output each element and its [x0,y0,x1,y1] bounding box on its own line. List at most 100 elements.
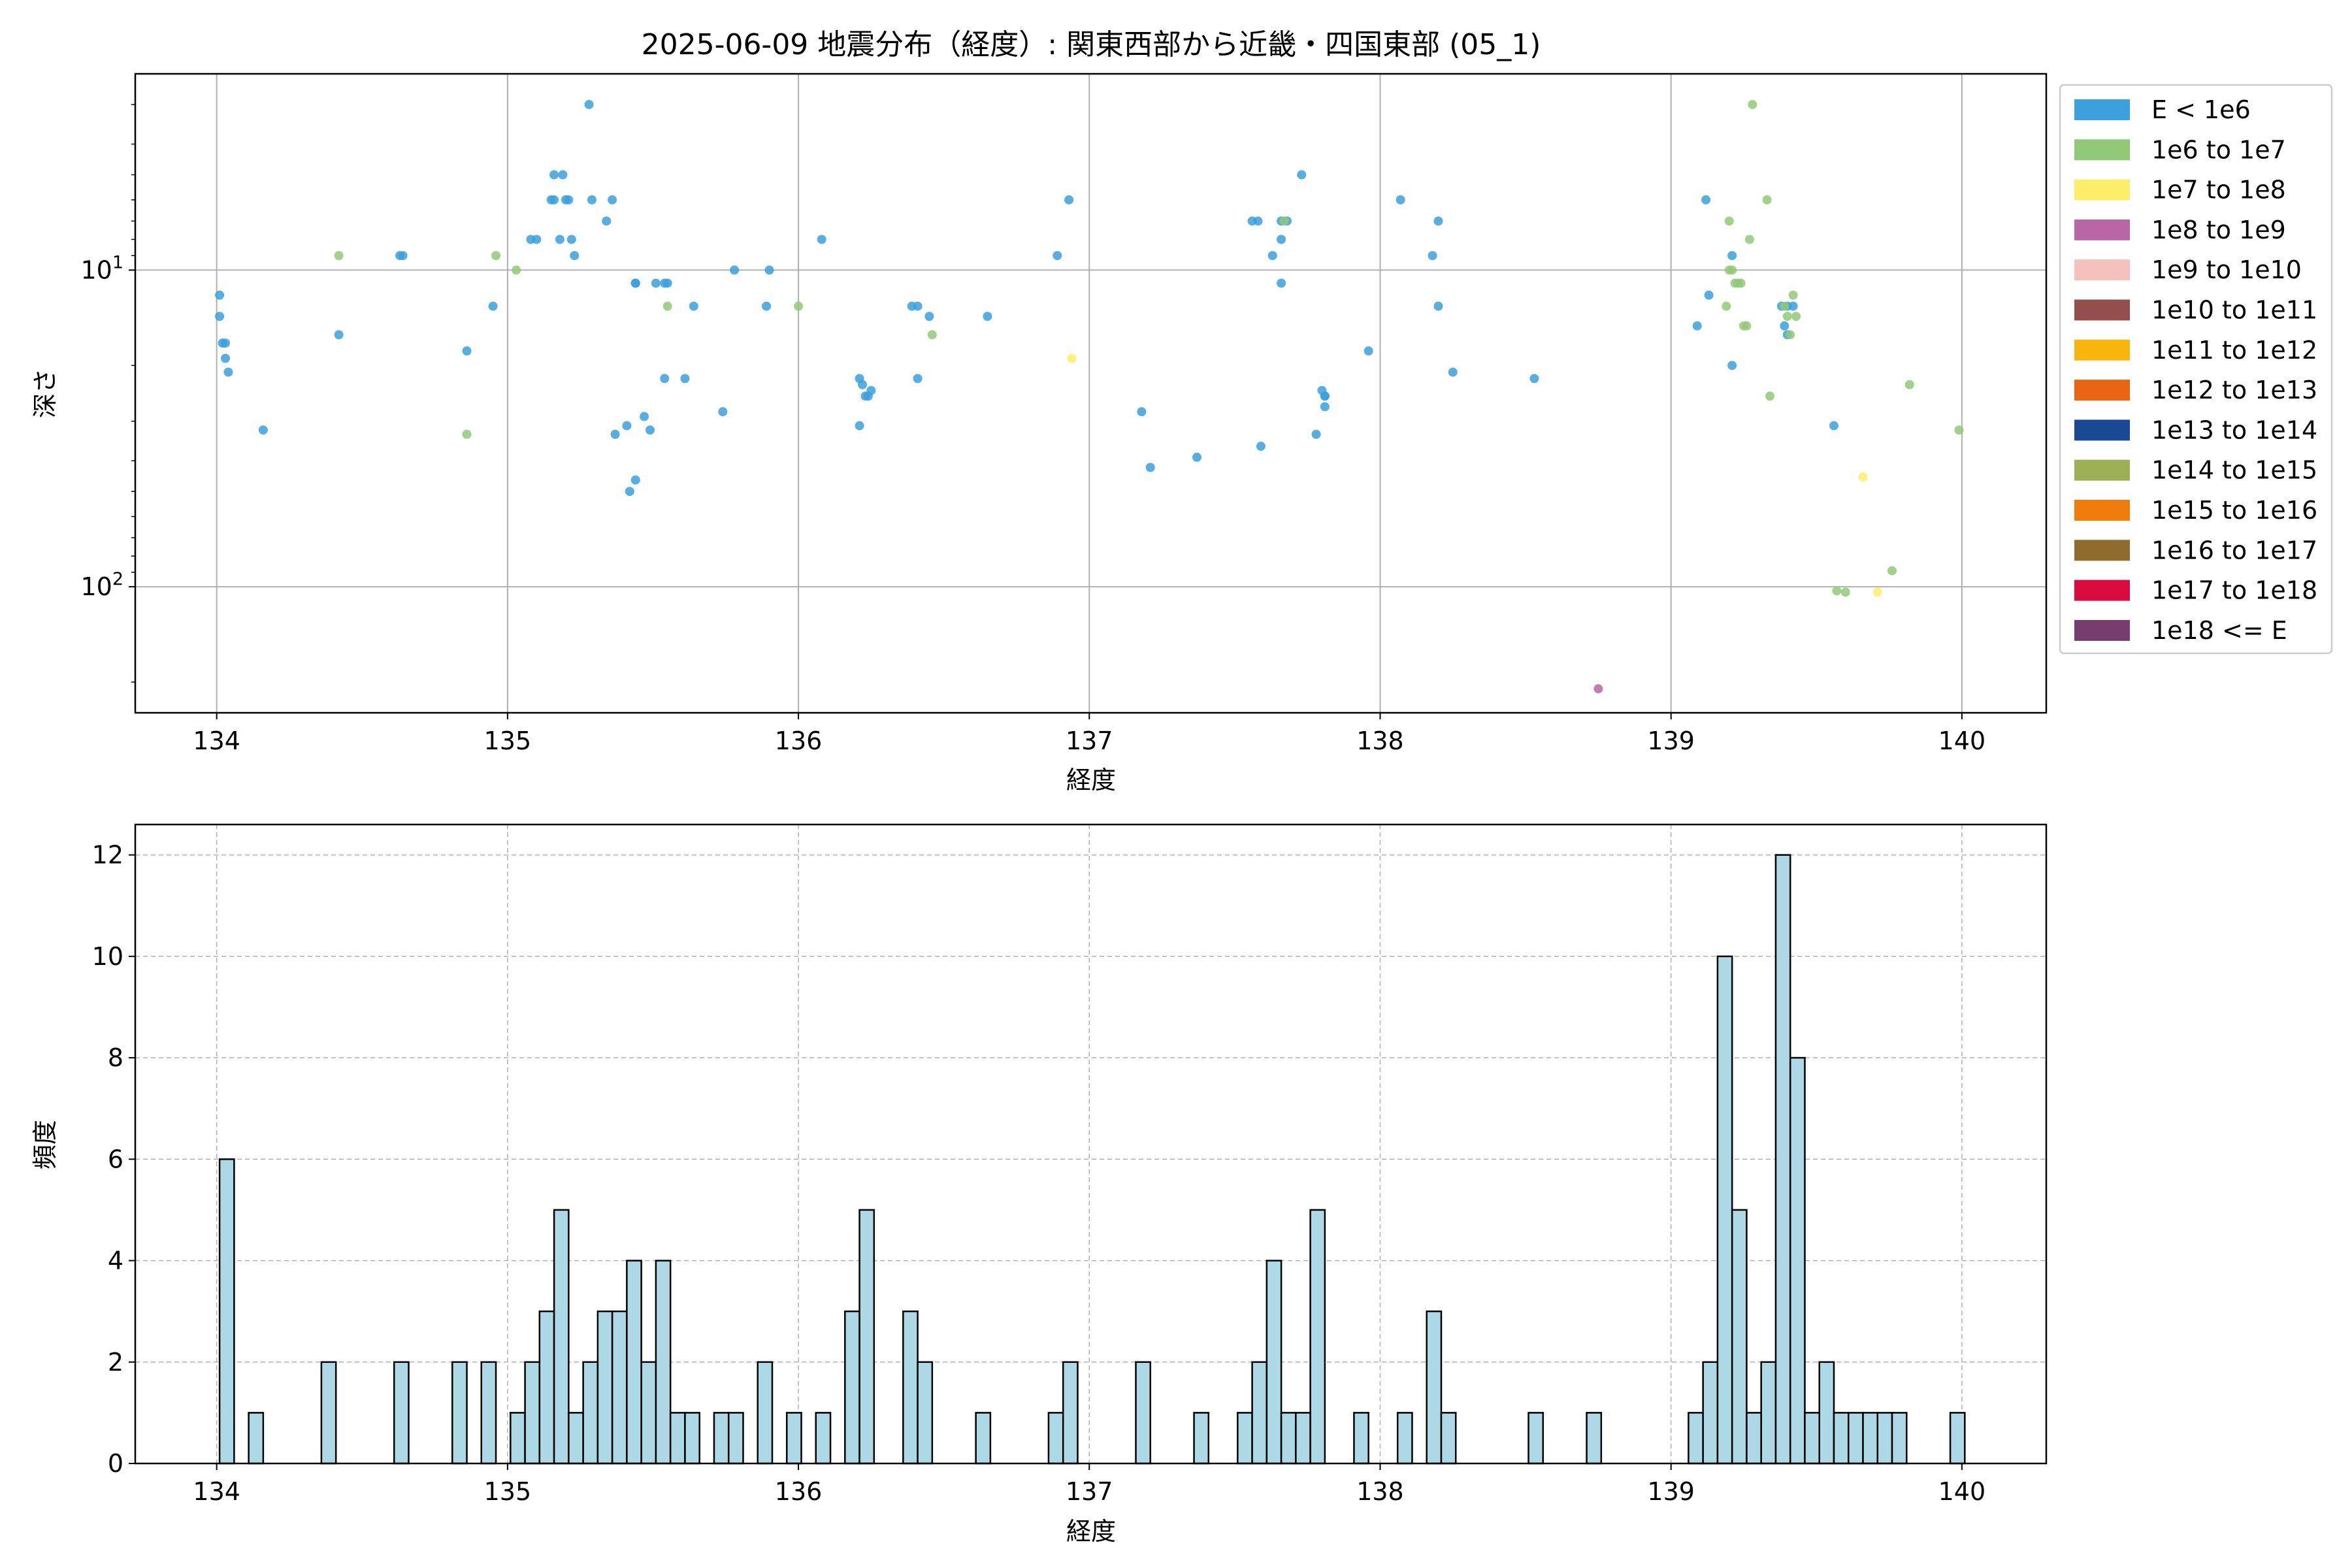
scatter-point [1782,312,1792,321]
scatter-point [630,278,640,288]
scatter-point [927,330,937,340]
histogram-bar [1688,1412,1704,1465]
legend-label: 1e14 to 1e15 [2151,456,2317,485]
histogram-bar [553,1209,570,1465]
scatter-point [1428,251,1437,261]
histogram-bar [1266,1260,1282,1465]
scatter-point [610,429,620,439]
histogram-bar [815,1412,832,1465]
scatter-x-tick-label: 140 [1938,727,1986,755]
histogram-bar [626,1260,642,1465]
histogram-bar [524,1361,541,1465]
histogram-x-axis-ticks: 134 135 136 137 138 139 140 [193,1463,1985,1506]
histogram-bar [858,1209,875,1465]
histogram-y-tick-label: 6 [108,1145,123,1173]
scatter-point [1829,421,1838,431]
histogram-bar [1135,1361,1152,1465]
histogram-bar [1353,1412,1369,1465]
scatter-point [660,374,670,384]
histogram-bar [1876,1412,1893,1465]
histogram-bar [218,1158,235,1465]
scatter-point [730,265,740,275]
scatter-point [512,265,521,275]
scatter-point [1954,425,1964,435]
histogram-bar [611,1310,628,1465]
histogram-bar [1716,955,1733,1465]
scatter-point [584,99,594,109]
legend-swatch [2074,139,2130,161]
scatter-point [608,195,617,204]
scatter-point [858,380,868,389]
scatter-point [1727,251,1737,261]
scatter-point [625,487,634,497]
histogram-x-tick-label: 137 [1066,1477,1113,1506]
histogram-bar [1193,1412,1210,1465]
histogram-bar [582,1361,599,1465]
legend-swatch [2074,540,2130,561]
histogram-bar [655,1260,672,1465]
scatter-point [221,353,231,363]
scatter-point [549,170,559,180]
legend-label: 1e10 to 1e11 [2151,296,2317,325]
histogram-y-tick-label: 8 [108,1043,123,1072]
histogram-bar [393,1361,410,1465]
scatter-point [866,385,876,395]
histogram-x-tick-label: 140 [1938,1477,1986,1506]
scatter-point [1736,278,1746,288]
histogram-x-tick-label: 139 [1647,1477,1695,1506]
scatter-point [630,475,640,485]
legend-swatch [2074,339,2130,361]
histogram-bar [1818,1361,1835,1465]
scatter-point [570,251,580,261]
scatter-point [334,251,344,261]
histogram-bar [1848,1412,1864,1465]
histogram-x-tick-label: 135 [484,1477,532,1506]
scatter-point [1692,321,1702,331]
scatter-point [566,235,576,244]
scatter-point [1701,195,1711,204]
histogram-bar [640,1361,657,1465]
scatter-x-tick-label: 134 [193,727,240,755]
histogram-x-tick-label: 138 [1356,1477,1404,1506]
scatter-point [1277,235,1286,244]
scatter-point [488,301,498,311]
histogram-y-tick-label: 4 [108,1247,123,1275]
scatter-point [1762,195,1772,204]
scatter-x-tick-label: 139 [1647,727,1695,755]
scatter-y-tick-exponent: 1 [112,252,123,272]
histogram-bar [538,1310,555,1465]
scatter-point [1904,380,1914,389]
scatter-point [1529,374,1539,384]
chart-title: 2025-06-09 地震分布（経度）: 関東西部から近畿・四国東部 (05_1… [642,28,1541,61]
histogram-bar [684,1412,700,1465]
legend-label: 1e13 to 1e14 [2151,416,2317,444]
scatter-point [1780,321,1789,331]
scatter-y-tick-base: 10 [80,255,112,284]
histogram-bar [248,1412,265,1465]
legend-label: 1e15 to 1e16 [2151,496,2317,525]
scatter-point [1832,586,1842,596]
histogram-bar [1251,1361,1268,1465]
scatter-point [462,429,472,439]
scatter-point [794,301,804,311]
scatter-point [1765,391,1775,401]
scatter-x-axis-label: 経度 [1066,766,1116,794]
legend-swatch [2074,99,2130,120]
scatter-y-tick-exponent: 2 [112,569,123,589]
histogram-bar [1949,1412,1966,1465]
depth-scatter-chart: 2025-06-09 地震分布（経度）: 関東西部から近畿・四国東部 (05_1… [31,28,2333,794]
histogram-bar [1586,1412,1603,1465]
histogram-y-tick-label: 10 [92,942,123,971]
scatter-point [1724,216,1734,226]
histogram-x-axis-label: 経度 [1066,1517,1116,1546]
scatter-x-axis-ticks: 134 135 136 137 138 139 140 [193,713,1985,755]
histogram-bar [727,1412,744,1465]
legend-label: 1e16 to 1e17 [2151,536,2317,564]
scatter-point [1279,216,1289,226]
scatter-point [462,346,472,356]
scatter-point [549,195,559,204]
legend-label: 1e11 to 1e12 [2151,336,2317,365]
scatter-x-tick-label: 135 [484,727,532,755]
scatter-point [1067,353,1077,363]
